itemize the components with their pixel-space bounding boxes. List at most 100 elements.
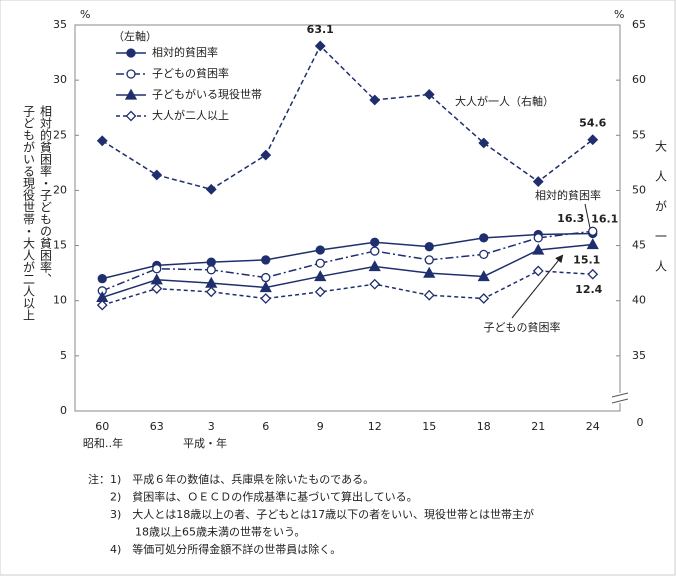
axis-break [612,393,628,403]
data-point [96,299,108,311]
data-point [96,135,108,147]
data-label: 63.1 [307,23,334,36]
legend-label: 相対的貧困率 [152,45,218,59]
x-tick-label: 18 [477,420,491,433]
y-axis-label: 子どもがいる現役世帯・大人が二人以上 [22,105,36,321]
series-line [101,230,593,292]
y-tick-label: 5 [60,349,67,362]
data-point [259,281,272,293]
data-point [206,257,216,267]
data-point [587,134,599,146]
data-point [370,246,380,256]
legend-label: 子どもの貧困率 [152,66,229,80]
data-point [368,260,381,272]
data-point [151,169,163,181]
data-point [205,183,217,195]
legend-marker [124,88,138,100]
data-point [261,272,271,283]
data-point [369,278,381,290]
x-tick-label: 12 [368,420,382,433]
data-point [423,89,435,100]
era-label: 平成・年 [183,436,227,450]
data-point [479,233,489,243]
annotation-leader [584,203,591,229]
y-unit: % [80,8,90,21]
data-point [423,266,436,278]
x-tick-label: 63 [150,420,164,433]
legend-marker [126,69,136,79]
y-tick-label: 20 [53,183,67,196]
data-point [315,258,325,268]
legend-marker [125,110,137,122]
data-point [151,283,163,295]
data-point [260,293,272,304]
y-tick-label: 15 [53,239,67,252]
data-label: 12.4 [575,283,602,296]
data-point [314,270,327,282]
data-point [97,274,107,284]
data-label: 15.1 [573,253,600,266]
annotation: 相対的貧困率 [535,188,601,202]
data-label: 54.6 [579,117,606,130]
data-point [205,286,217,298]
series-line [102,270,593,306]
data-point [424,242,434,252]
y2-tick-label: 45 [632,239,646,252]
y2-tick-label: 55 [632,128,646,141]
note: 18歳以上65歳未満の世帯をいう。 [135,526,305,539]
data-point [533,233,543,243]
data-point [478,293,490,304]
data-point [206,265,216,275]
data-point [152,264,162,274]
legend-label: 子どもがいる現役世帯 [152,87,262,101]
y-tick-label: 0 [60,404,67,417]
data-point [478,137,490,149]
x-tick-label: 60 [95,420,109,433]
legend-marker [126,48,136,58]
series-label: 大人が一人（右軸） [455,94,554,108]
data-label: 16.3 [557,212,584,225]
x-tick-label: 6 [262,420,269,433]
legend-title: （左軸） [113,29,157,43]
y2-unit: % [614,8,624,21]
y2-tick-label: 65 [632,18,646,31]
data-point [532,243,545,255]
data-point [532,265,544,277]
x-tick-label: 21 [531,420,545,433]
data-point [314,286,326,298]
x-tick-label: 24 [586,420,600,433]
era-label: 昭和‥年 [83,436,123,450]
data-point [315,245,325,255]
annotation: 子どもの貧困率 [484,320,561,334]
data-point [479,249,489,260]
y2-tick-label: 40 [632,294,646,307]
note: 4) 等価可処分所得金額不詳の世帯員は除く。 [110,542,341,556]
data-point [369,94,381,106]
annotation-arrow [511,254,564,319]
y-axis-label: 相対的貧困率・子どもの貧困率、 [39,105,53,285]
series-line [101,44,594,191]
data-point [424,255,434,265]
data-point [370,237,380,247]
series-line [102,243,593,299]
y-tick-label: 25 [53,128,67,141]
data-point [586,238,599,250]
legend-label: 大人が二人以上 [152,108,229,122]
data-point [423,289,435,301]
data-point [588,226,598,236]
data-point [587,268,599,280]
y2-break-label: 0 [637,416,644,429]
y2-tick-label: 35 [632,349,646,362]
data-label: 16.1 [591,212,618,225]
data-point [260,149,272,161]
y-tick-label: 10 [53,294,67,307]
y-tick-label: 30 [53,73,67,86]
data-point [314,40,326,52]
plot-area [74,24,621,412]
x-tick-label: 3 [208,420,215,433]
data-point [532,176,544,188]
data-point [477,270,490,282]
x-tick-label: 9 [317,420,324,433]
